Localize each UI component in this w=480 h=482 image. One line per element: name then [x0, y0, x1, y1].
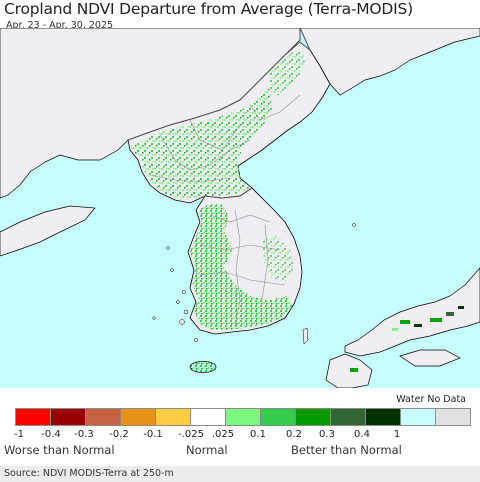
legend-tick: 0.1	[250, 429, 266, 440]
source-footer: Source: NDVI MODIS-Terra at 250-m	[0, 466, 480, 482]
legend-tick: 0.3	[319, 429, 335, 440]
japan-honshu	[344, 267, 480, 357]
southwest-islands	[152, 246, 199, 343]
ulleungdo-island	[352, 223, 356, 227]
legend-swatch-11	[365, 408, 401, 426]
north-korea-cropland	[130, 88, 272, 200]
legend-swatch-9	[295, 408, 331, 426]
shandong-peninsula	[0, 205, 96, 257]
legend-swatch-3	[85, 408, 121, 426]
jeju-island	[189, 361, 217, 373]
japan-shikoku	[399, 349, 461, 367]
legend-color-scale	[15, 408, 471, 427]
admin-boundaries	[149, 94, 301, 327]
legend-water-no-data-label: Water No Data	[396, 394, 466, 405]
legend-swatch-no-data	[435, 408, 471, 426]
legend-swatch-water	[400, 408, 436, 426]
map-title: Cropland NDVI Departure from Average (Te…	[4, 0, 414, 18]
legend-caption-normal: Normal	[186, 443, 228, 457]
legend-tick: -0.4	[41, 429, 61, 440]
legend-swatch-8	[260, 408, 296, 426]
legend-tick: -0.1	[143, 429, 163, 440]
legend-caption-better: Better than Normal	[291, 443, 402, 457]
legend-tick: -1	[14, 429, 24, 440]
legend-swatch-6	[190, 408, 226, 426]
japan-crop-specks	[350, 306, 464, 372]
japan-kyushu	[325, 353, 373, 388]
north-korea-east-cropland	[270, 48, 306, 96]
legend-tick: 0.4	[354, 429, 370, 440]
country-borders	[127, 28, 311, 199]
map-canvas	[0, 28, 480, 388]
legend-swatch-4	[120, 408, 156, 426]
legend-swatch-7	[225, 408, 261, 426]
legend-tick: .025	[211, 429, 235, 440]
tsushima-island	[302, 327, 309, 345]
legend-swatch-1	[15, 408, 51, 426]
date-range: Apr. 23 - Apr. 30, 2025	[6, 20, 114, 31]
legend-swatch-2	[50, 408, 86, 426]
south-korea-cropland	[190, 204, 292, 330]
legend-tick: -0.3	[74, 429, 94, 440]
legend-tick: -.025	[178, 429, 204, 440]
legend-swatch-5	[155, 408, 191, 426]
legend-caption-worse: Worse than Normal	[4, 443, 115, 457]
legend-tick: 0.2	[286, 429, 302, 440]
ndvi-map	[0, 28, 480, 388]
south-korea-east-cropland	[262, 236, 294, 282]
legend-swatch-10	[330, 408, 366, 426]
legend-tick: -0.2	[109, 429, 129, 440]
legend-tick: 1	[393, 429, 401, 440]
